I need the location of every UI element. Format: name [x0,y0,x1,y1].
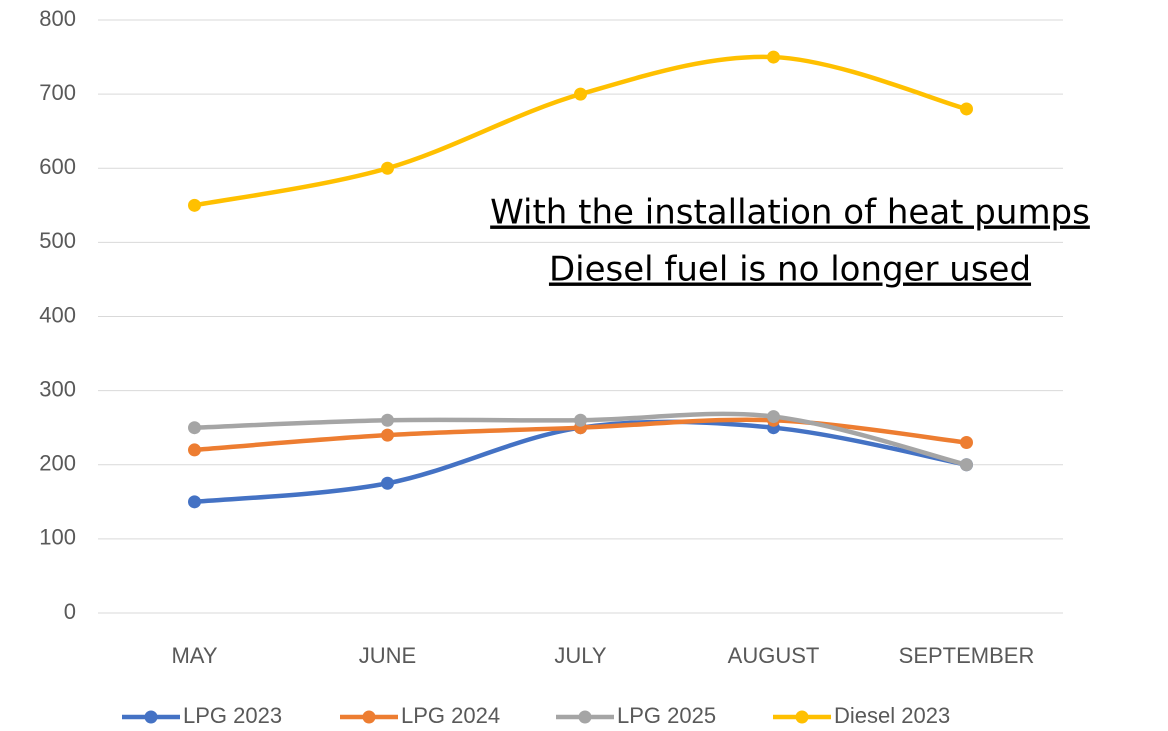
point [767,50,780,64]
x-tick-label: JUNE [359,643,416,668]
point [960,102,973,116]
y-tick-label: 400 [39,302,76,327]
y-tick-label: 600 [39,154,76,179]
point [960,436,973,450]
line-series [194,54,968,208]
y-tick-label: 100 [39,525,76,550]
legend-label: Diesel 2023 [834,703,950,728]
y-tick-label: 300 [39,376,76,401]
point [188,443,201,457]
point [381,161,394,175]
legend-label: LPG 2024 [401,703,500,728]
point [960,458,973,472]
legend-marker [362,710,376,724]
y-tick-label: 0 [64,599,76,624]
x-tick-label: SEPTEMBER [899,643,1035,668]
y-tick-label: 200 [39,451,76,476]
legend-marker [578,710,592,724]
point [767,410,780,424]
legend-marker [795,710,809,724]
point [574,87,587,101]
point [574,413,587,427]
point [188,198,201,212]
y-tick-label: 700 [39,80,76,105]
legend-label: LPG 2023 [183,703,282,728]
point [381,428,394,442]
y-tick-label: 800 [39,6,76,31]
y-tick-label: 500 [39,228,76,253]
legend-marker [144,710,158,724]
point [188,495,201,509]
annotation: Diesel fuel is no longer used [549,250,1031,290]
point [381,476,394,490]
legend-label: LPG 2025 [617,703,716,728]
point [381,413,394,427]
x-tick-label: JULY [554,643,606,668]
annotation: With the installation of heat pumps [490,193,1090,233]
point [188,421,201,435]
x-tick-label: AUGUST [728,643,820,668]
x-tick-label: MAY [171,643,217,668]
